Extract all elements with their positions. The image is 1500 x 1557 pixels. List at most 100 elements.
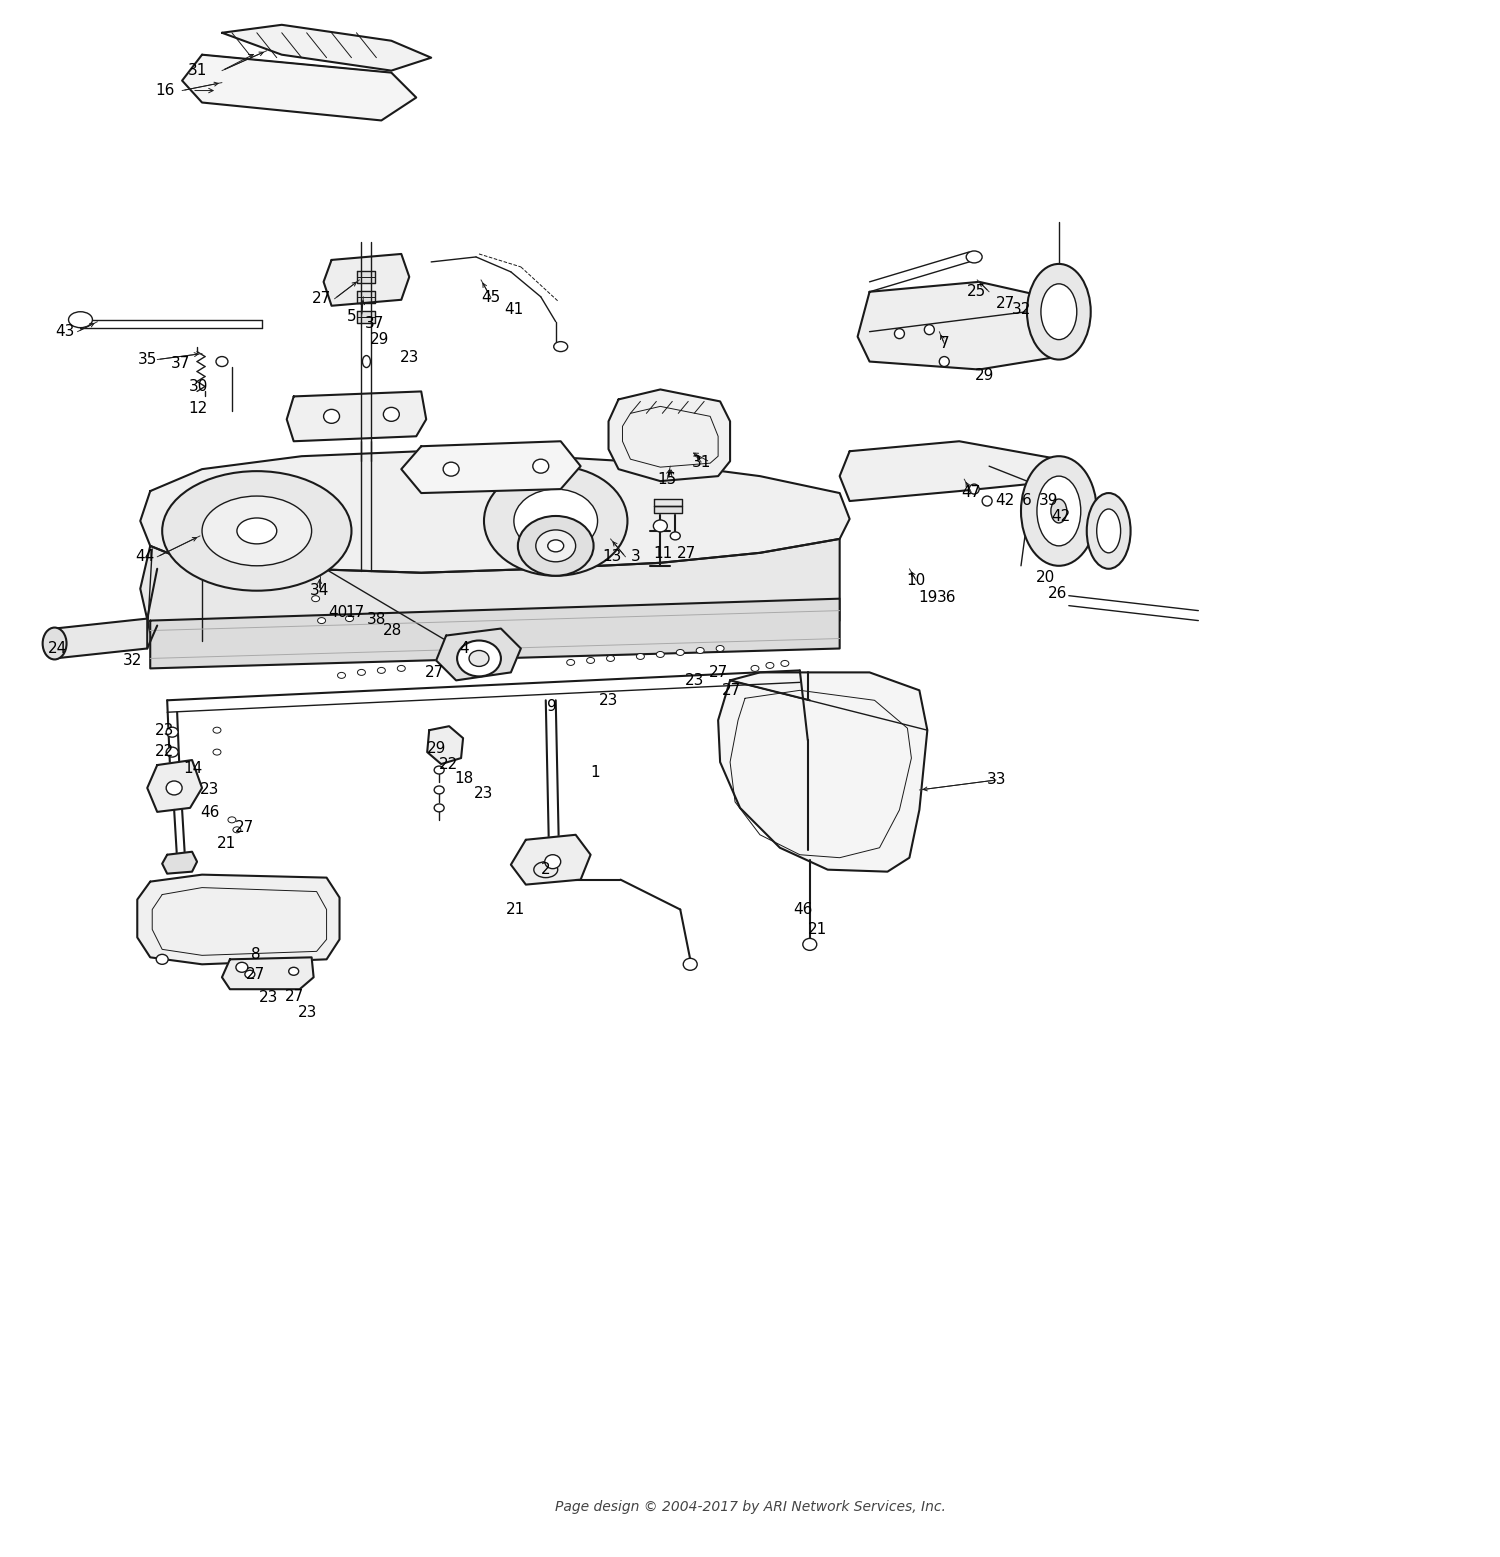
Ellipse shape	[982, 497, 992, 506]
Text: 23: 23	[399, 350, 418, 364]
Text: 44: 44	[135, 550, 154, 564]
Ellipse shape	[378, 668, 386, 673]
Ellipse shape	[518, 515, 594, 576]
Text: 22: 22	[154, 744, 174, 758]
Polygon shape	[147, 760, 202, 811]
Text: 17: 17	[345, 606, 364, 620]
Ellipse shape	[213, 749, 220, 755]
Polygon shape	[512, 835, 591, 884]
Text: 41: 41	[504, 302, 524, 318]
Text: 23: 23	[598, 693, 618, 708]
Text: 26: 26	[1048, 585, 1068, 601]
Text: 27: 27	[676, 547, 696, 562]
Ellipse shape	[1086, 494, 1131, 568]
Ellipse shape	[484, 466, 627, 576]
Ellipse shape	[536, 529, 576, 562]
Text: 23: 23	[201, 783, 219, 797]
Text: Page design © 2004-2017 by ARI Network Services, Inc.: Page design © 2004-2017 by ARI Network S…	[555, 1501, 945, 1515]
Text: 21: 21	[217, 836, 237, 852]
Polygon shape	[427, 726, 464, 764]
Text: 7: 7	[939, 336, 950, 352]
Text: 1: 1	[591, 764, 600, 780]
Text: 31: 31	[692, 455, 711, 470]
Ellipse shape	[216, 357, 228, 366]
Text: 28: 28	[382, 623, 402, 638]
Text: 23: 23	[474, 786, 494, 802]
Ellipse shape	[470, 651, 489, 666]
Text: 30: 30	[189, 378, 207, 394]
Ellipse shape	[716, 646, 724, 651]
Text: 23: 23	[298, 1004, 318, 1020]
Ellipse shape	[657, 651, 664, 657]
Ellipse shape	[532, 459, 549, 473]
Ellipse shape	[554, 341, 567, 352]
Ellipse shape	[236, 962, 248, 972]
Polygon shape	[654, 506, 682, 512]
Text: 42: 42	[1052, 509, 1071, 525]
Ellipse shape	[232, 827, 242, 833]
Ellipse shape	[433, 786, 444, 794]
Text: 31: 31	[188, 64, 207, 78]
Text: 16: 16	[156, 83, 176, 98]
Text: 42: 42	[996, 492, 1014, 508]
Ellipse shape	[156, 954, 168, 964]
Ellipse shape	[752, 665, 759, 671]
Ellipse shape	[966, 251, 982, 263]
Ellipse shape	[338, 673, 345, 679]
Text: 19: 19	[918, 590, 938, 606]
Ellipse shape	[696, 648, 703, 654]
Polygon shape	[324, 254, 410, 305]
Ellipse shape	[766, 662, 774, 668]
Polygon shape	[402, 441, 580, 494]
Ellipse shape	[442, 462, 459, 476]
Ellipse shape	[363, 355, 370, 367]
Text: 27: 27	[246, 967, 266, 982]
Polygon shape	[141, 452, 849, 573]
Text: 36: 36	[936, 590, 956, 606]
Text: 33: 33	[987, 772, 1006, 788]
Polygon shape	[357, 271, 375, 283]
Ellipse shape	[202, 497, 312, 565]
Ellipse shape	[1052, 500, 1066, 523]
Ellipse shape	[398, 665, 405, 671]
Polygon shape	[222, 958, 314, 989]
Ellipse shape	[924, 325, 934, 335]
Polygon shape	[54, 618, 147, 659]
Ellipse shape	[544, 855, 561, 869]
Ellipse shape	[288, 967, 298, 975]
Text: 2: 2	[542, 863, 550, 877]
Polygon shape	[138, 875, 339, 964]
Polygon shape	[609, 389, 730, 481]
Ellipse shape	[939, 357, 950, 366]
Polygon shape	[840, 441, 1059, 501]
Text: 27: 27	[312, 291, 332, 307]
Text: 46: 46	[794, 902, 813, 917]
Text: 13: 13	[602, 550, 621, 564]
Ellipse shape	[162, 472, 351, 590]
Ellipse shape	[433, 803, 444, 811]
Polygon shape	[150, 599, 840, 668]
Text: 23: 23	[260, 990, 279, 1004]
Text: 21: 21	[506, 902, 525, 917]
Text: 35: 35	[138, 352, 158, 367]
Ellipse shape	[1028, 265, 1090, 360]
Text: 11: 11	[654, 547, 674, 562]
Text: 14: 14	[183, 760, 203, 775]
Text: 46: 46	[201, 805, 219, 821]
Text: 45: 45	[482, 290, 501, 305]
Polygon shape	[858, 282, 1070, 369]
Ellipse shape	[166, 727, 178, 736]
Ellipse shape	[237, 518, 278, 543]
Ellipse shape	[384, 408, 399, 422]
Text: 43: 43	[56, 324, 74, 339]
Text: 27: 27	[285, 989, 304, 1004]
Text: 40: 40	[328, 606, 346, 620]
Ellipse shape	[654, 520, 668, 532]
Text: 24: 24	[48, 641, 68, 655]
Text: 29: 29	[426, 741, 445, 755]
Text: 27: 27	[424, 665, 444, 680]
Text: 32: 32	[1013, 302, 1032, 318]
Ellipse shape	[42, 627, 66, 660]
Text: 23: 23	[684, 673, 703, 688]
Text: 10: 10	[908, 573, 926, 589]
